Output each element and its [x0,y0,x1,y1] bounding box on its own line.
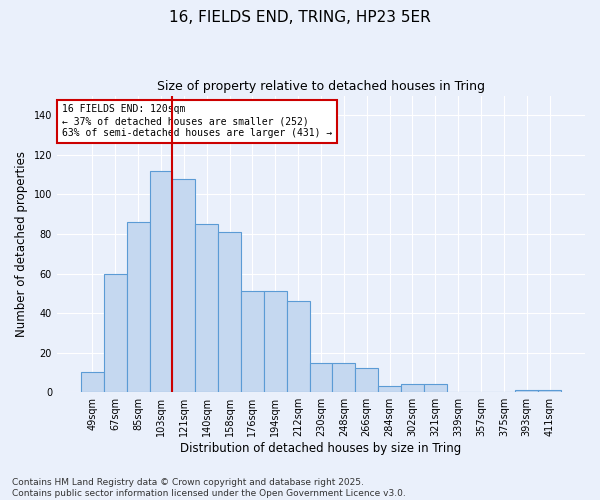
Bar [310,362,332,392]
Bar [515,390,538,392]
Title: Size of property relative to detached houses in Tring: Size of property relative to detached ho… [157,80,485,93]
Bar [538,390,561,392]
Y-axis label: Number of detached properties: Number of detached properties [15,151,28,337]
Bar [127,222,149,392]
Bar [81,372,104,392]
Bar [332,362,355,392]
Text: 16 FIELDS END: 120sqm
← 37% of detached houses are smaller (252)
63% of semi-det: 16 FIELDS END: 120sqm ← 37% of detached … [62,104,332,138]
Text: 16, FIELDS END, TRING, HP23 5ER: 16, FIELDS END, TRING, HP23 5ER [169,10,431,25]
Bar [424,384,446,392]
Text: Contains HM Land Registry data © Crown copyright and database right 2025.
Contai: Contains HM Land Registry data © Crown c… [12,478,406,498]
Bar [172,178,195,392]
Bar [378,386,401,392]
Bar [218,232,241,392]
X-axis label: Distribution of detached houses by size in Tring: Distribution of detached houses by size … [181,442,461,455]
Bar [195,224,218,392]
Bar [241,292,264,392]
Bar [149,170,172,392]
Bar [355,368,378,392]
Bar [287,301,310,392]
Bar [401,384,424,392]
Bar [264,292,287,392]
Bar [104,274,127,392]
